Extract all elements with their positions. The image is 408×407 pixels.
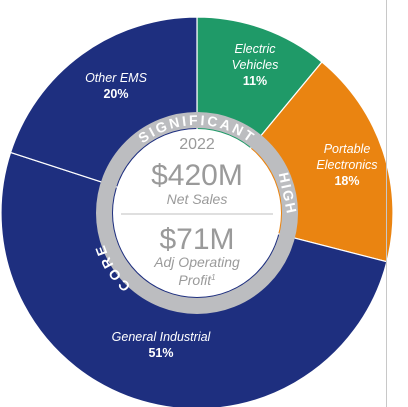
slice-label-electric-vehicles: Electric <box>235 42 277 56</box>
slice-label-other-ems: Other EMS <box>85 71 147 85</box>
center-profit-label-2: Profit1 <box>178 272 215 288</box>
category-ring <box>96 112 298 314</box>
slice-label-portable-electronics: Electronics <box>316 158 377 172</box>
center-year: 2022 <box>179 136 215 153</box>
center-disc <box>113 129 281 297</box>
slice-labels: Electric Vehicles 11% Portable Electronics 18… <box>85 42 377 360</box>
pct-label-general-industrial: 51% <box>148 346 173 360</box>
center-sales-label: Net Sales <box>167 191 228 207</box>
center-profit-label-1: Adj Operating <box>153 254 240 270</box>
page-divider <box>386 0 387 407</box>
pct-label-electric-vehicles: 11% <box>243 74 267 88</box>
slice-label-portable-electronics: Portable <box>324 142 371 156</box>
pct-label-other-ems: 20% <box>103 87 128 101</box>
center-profit-value: $71M <box>159 223 234 256</box>
pct-label-portable-electronics: 18% <box>334 174 359 188</box>
center-sales-value: $420M <box>151 159 243 192</box>
slice-label-electric-vehicles: Vehicles <box>232 58 279 72</box>
slice-label-general-industrial: General Industrial <box>112 330 212 344</box>
